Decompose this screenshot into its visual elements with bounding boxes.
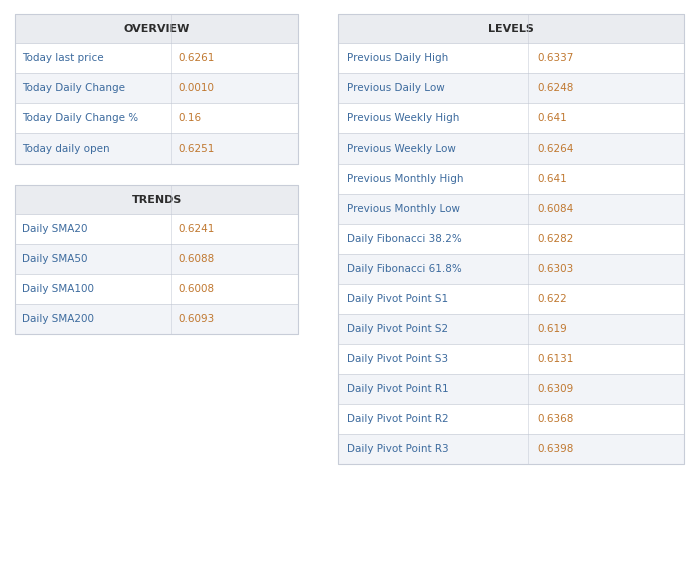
Text: 0.6131: 0.6131 (537, 354, 573, 364)
Bar (15, 134, 298, 164)
Text: 0.641: 0.641 (537, 114, 567, 124)
Text: Daily Fibonacci 61.8%: Daily Fibonacci 61.8% (346, 264, 462, 274)
Text: Daily Pivot Point S2: Daily Pivot Point S2 (346, 324, 448, 334)
Text: Previous Monthly Low: Previous Monthly Low (346, 203, 459, 214)
Bar (338, 224, 684, 254)
Text: Daily SMA50: Daily SMA50 (22, 254, 88, 264)
Bar (15, 185, 298, 334)
Bar (15, 305, 298, 334)
Text: Daily Pivot Point S3: Daily Pivot Point S3 (346, 354, 448, 364)
Text: Today daily open: Today daily open (22, 143, 110, 153)
Bar (338, 164, 684, 194)
Text: 0.6309: 0.6309 (537, 384, 573, 394)
Text: 0.6251: 0.6251 (178, 143, 214, 153)
Text: 0.619: 0.619 (537, 324, 567, 334)
Text: 0.641: 0.641 (537, 174, 567, 184)
Text: 0.6303: 0.6303 (537, 264, 573, 274)
Text: Daily Pivot Point R2: Daily Pivot Point R2 (346, 414, 448, 424)
Bar (338, 43, 684, 74)
Text: 0.6084: 0.6084 (537, 203, 573, 214)
Text: 0.6261: 0.6261 (178, 53, 214, 64)
Text: Daily SMA100: Daily SMA100 (22, 284, 94, 294)
Text: 0.6282: 0.6282 (537, 234, 573, 244)
Bar (15, 14, 298, 43)
Text: Daily Pivot Point R1: Daily Pivot Point R1 (346, 384, 448, 394)
Bar (338, 14, 684, 43)
Text: 0.622: 0.622 (537, 294, 567, 304)
Bar (15, 43, 298, 74)
Text: Daily Pivot Point R3: Daily Pivot Point R3 (346, 444, 448, 454)
Text: 0.6368: 0.6368 (537, 414, 573, 424)
Text: 0.16: 0.16 (178, 114, 201, 124)
Bar (15, 185, 298, 214)
Text: LEVELS: LEVELS (488, 24, 534, 34)
Bar (338, 134, 684, 164)
Text: Previous Weekly High: Previous Weekly High (346, 114, 459, 124)
Text: Today Daily Change: Today Daily Change (22, 83, 126, 93)
Bar (15, 14, 298, 164)
Text: Daily SMA20: Daily SMA20 (22, 224, 88, 234)
Text: 0.6337: 0.6337 (537, 53, 573, 64)
Text: Previous Monthly High: Previous Monthly High (346, 174, 463, 184)
Text: 0.6088: 0.6088 (178, 254, 214, 264)
Text: 0.6008: 0.6008 (178, 284, 214, 294)
Bar (15, 74, 298, 103)
Bar (338, 344, 684, 374)
Text: Daily Fibonacci 38.2%: Daily Fibonacci 38.2% (346, 234, 462, 244)
Bar (15, 244, 298, 274)
Bar (15, 274, 298, 305)
Bar (15, 103, 298, 134)
Bar (338, 404, 684, 434)
Text: Previous Daily High: Previous Daily High (346, 53, 448, 64)
Text: 0.0010: 0.0010 (178, 83, 214, 93)
Text: Daily SMA200: Daily SMA200 (22, 314, 94, 324)
Bar (338, 14, 684, 464)
Text: TRENDS: TRENDS (132, 194, 182, 205)
Bar (338, 74, 684, 103)
Bar (338, 314, 684, 344)
Text: Previous Weekly Low: Previous Weekly Low (346, 143, 455, 153)
Bar (338, 193, 684, 224)
Text: 0.6398: 0.6398 (537, 444, 573, 454)
Text: 0.6093: 0.6093 (178, 314, 214, 324)
Text: 0.6241: 0.6241 (178, 224, 214, 234)
Text: OVERVIEW: OVERVIEW (124, 24, 190, 34)
Bar (338, 284, 684, 314)
Bar (338, 254, 684, 284)
Bar (338, 374, 684, 404)
Text: Previous Daily Low: Previous Daily Low (346, 83, 444, 93)
Text: Today Daily Change %: Today Daily Change % (22, 114, 139, 124)
Text: 0.6264: 0.6264 (537, 143, 573, 153)
Bar (338, 103, 684, 134)
Text: Today last price: Today last price (22, 53, 104, 64)
Text: Daily Pivot Point S1: Daily Pivot Point S1 (346, 294, 448, 304)
Bar (338, 434, 684, 464)
Bar (15, 214, 298, 244)
Text: 0.6248: 0.6248 (537, 83, 573, 93)
